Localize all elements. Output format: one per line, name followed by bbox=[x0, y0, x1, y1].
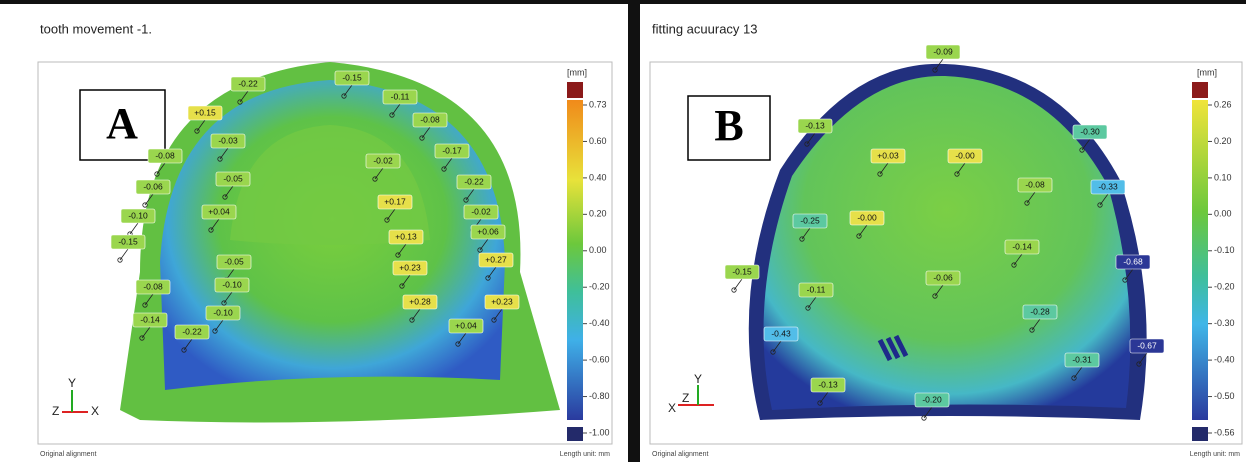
annotation-label: -0.11 bbox=[807, 284, 826, 294]
annotation-label: +0.13 bbox=[395, 231, 417, 241]
annotation-label: -0.33 bbox=[1098, 181, 1118, 191]
colorbar-tick-label: 0.20 bbox=[589, 209, 607, 219]
annotation-label: -0.02 bbox=[373, 155, 393, 165]
annotation-label: -0.15 bbox=[732, 266, 752, 276]
annotation-label: +0.28 bbox=[409, 296, 431, 306]
colorbar-tick-label: -0.20 bbox=[1214, 282, 1235, 292]
colorbar-tick-label: 0.26 bbox=[1214, 99, 1232, 109]
colorbar bbox=[1192, 100, 1208, 420]
axis-label: X bbox=[668, 401, 676, 415]
annotation-label: -0.00 bbox=[857, 212, 877, 222]
colorbar-tick-label: -0.50 bbox=[1214, 391, 1235, 401]
annotation-label: +0.04 bbox=[455, 320, 477, 330]
annotation-label: +0.17 bbox=[384, 196, 406, 206]
annotation-label: -0.13 bbox=[805, 120, 825, 130]
colorbar-tick-label: -0.56 bbox=[1214, 427, 1235, 437]
annotation-label: -0.43 bbox=[771, 328, 791, 338]
footer-right: Length unit: mm bbox=[560, 451, 610, 458]
annotation-label: -0.30 bbox=[1080, 126, 1100, 136]
annotation-label: +0.06 bbox=[477, 226, 499, 236]
annotation-label: -0.15 bbox=[342, 72, 362, 82]
panel-letter: A bbox=[106, 99, 138, 148]
annotation-label: -0.20 bbox=[922, 394, 942, 404]
annotation-label: -0.17 bbox=[442, 145, 462, 155]
top-border bbox=[0, 0, 1246, 4]
annotation-label: -0.02 bbox=[471, 206, 491, 216]
annotation-label: -0.31 bbox=[1072, 354, 1092, 364]
unit-label: [mm] bbox=[567, 67, 587, 77]
colorbar-tick-label: -0.60 bbox=[589, 354, 610, 364]
annotation-label: -0.05 bbox=[224, 256, 244, 266]
colorbar-tick-label: -0.40 bbox=[1214, 354, 1235, 364]
colorbar-over bbox=[567, 82, 583, 98]
annotation-label: -0.15 bbox=[118, 236, 138, 246]
annotation-label: -0.08 bbox=[155, 150, 175, 160]
panel-title: fitting acuuracy 13 bbox=[652, 21, 758, 36]
annotation-label: -0.11 bbox=[391, 91, 410, 101]
colorbar-over bbox=[1192, 82, 1208, 98]
annotation-label: -0.67 bbox=[1137, 340, 1157, 350]
annotation-label: +0.04 bbox=[208, 206, 230, 216]
annotation-label: -0.25 bbox=[800, 215, 820, 225]
unit-label: [mm] bbox=[1197, 67, 1217, 77]
annotation-label: -0.14 bbox=[1012, 241, 1032, 251]
colorbar-tick-label: -1.00 bbox=[589, 427, 610, 437]
footer-right: Length unit: mm bbox=[1190, 451, 1240, 458]
annotation-label: +0.15 bbox=[194, 107, 216, 117]
annotation-label: -0.05 bbox=[223, 173, 243, 183]
annotation-label: -0.08 bbox=[1025, 179, 1045, 189]
annotation-label: -0.06 bbox=[933, 272, 953, 282]
annotation-label: -0.09 bbox=[933, 46, 953, 56]
footer-left: Original alignment bbox=[652, 451, 708, 458]
annotation-label: -0.03 bbox=[218, 135, 238, 145]
panel-letter: B bbox=[714, 101, 743, 150]
colorbar-tick-label: 0.60 bbox=[589, 136, 607, 146]
colorbar-tick-label: 0.20 bbox=[1214, 136, 1232, 146]
axis-label: Y bbox=[694, 372, 702, 386]
colorbar-under bbox=[567, 427, 583, 441]
divider bbox=[628, 0, 640, 462]
annotation-label: -0.08 bbox=[143, 281, 163, 291]
axis-label: X bbox=[91, 404, 99, 418]
axis-label: Z bbox=[682, 391, 689, 405]
annotation-label: -0.00 bbox=[955, 150, 975, 160]
annotation-label: -0.13 bbox=[818, 379, 838, 389]
colorbar-under bbox=[1192, 427, 1208, 441]
colorbar bbox=[567, 100, 583, 420]
annotation-label: -0.22 bbox=[182, 326, 202, 336]
annotation-label: -0.28 bbox=[1030, 306, 1050, 316]
colorbar-tick-label: 0.00 bbox=[589, 245, 607, 255]
colorbar-tick-label: -0.20 bbox=[589, 282, 610, 292]
annotation-label: +0.27 bbox=[485, 254, 507, 264]
annotation-label: -0.06 bbox=[143, 181, 163, 191]
annotation-label: +0.23 bbox=[491, 296, 513, 306]
colorbar-tick-label: -0.30 bbox=[1214, 318, 1235, 328]
annotation-label: -0.08 bbox=[420, 114, 440, 124]
annotation-label: +0.03 bbox=[877, 150, 899, 160]
colorbar-tick-label: 0.10 bbox=[1214, 172, 1232, 182]
annotation-label: -0.14 bbox=[140, 314, 160, 324]
annotation-label: -0.10 bbox=[222, 279, 242, 289]
axis-label: Z bbox=[52, 404, 59, 418]
colorbar-tick-label: 0.40 bbox=[589, 172, 607, 182]
annotation-label: -0.22 bbox=[464, 176, 484, 186]
annotation-label: -0.10 bbox=[128, 210, 148, 220]
colorbar-tick-label: -0.40 bbox=[589, 318, 610, 328]
annotation-label: -0.22 bbox=[238, 78, 258, 88]
panel-title: tooth movement -1. bbox=[40, 21, 152, 36]
colorbar-tick-label: 0.00 bbox=[1214, 209, 1232, 219]
annotation-label: +0.23 bbox=[399, 262, 421, 272]
footer-left: Original alignment bbox=[40, 451, 96, 458]
annotation-label: -0.68 bbox=[1123, 256, 1143, 266]
panel-b: fitting acuuracy 13 B [mm] Y Z X Origina… bbox=[650, 21, 1242, 457]
colorbar-tick-label: -0.10 bbox=[1214, 245, 1235, 255]
colorbar-tick-label: -0.80 bbox=[589, 391, 610, 401]
axis-label: Y bbox=[68, 376, 76, 390]
colorbar-tick-label: 0.73 bbox=[589, 99, 607, 109]
screenshot: tooth movement -1. A [mm] Y Z X Original… bbox=[0, 0, 1246, 462]
annotation-label: -0.10 bbox=[213, 307, 233, 317]
